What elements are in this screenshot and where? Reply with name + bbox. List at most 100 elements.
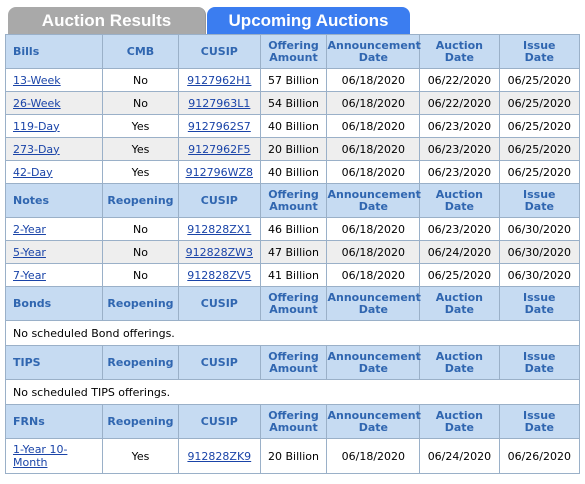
offering-amount-header: Offering Amount [259,34,328,69]
offering-amount-cell: 40 Billion [259,160,328,184]
auction-date-cell: 06/22/2020 [419,68,500,92]
flag-cell: Yes [101,114,180,138]
flag-cell: Yes [101,137,180,161]
cusip-link[interactable]: 912796WZ8 [185,165,254,179]
cusip-header: CUSIP [178,34,261,69]
issue-date-cell: 06/25/2020 [498,68,581,92]
cusip-link[interactable]: 912828ZX1 [187,222,252,236]
issue-date-cell: 06/25/2020 [498,160,581,184]
auction-date-cell: 06/23/2020 [419,137,500,161]
offering-amount-cell: 20 Billion [259,137,328,161]
offering-amount-cell: 40 Billion [259,114,328,138]
table-row: 5-Year No 912828ZW3 47 Billion 06/18/2020 06/… [5,240,581,264]
frns-section-title: FRNs [5,404,103,439]
bonds-section-title: Bonds [5,286,103,321]
term-cell: 2-Year [5,217,103,241]
announcement-date-cell: 06/18/2020 [326,217,421,241]
issue-date-cell: 06/25/2020 [498,114,581,138]
term-link[interactable]: 26-Week [13,96,61,110]
announcement-date-cell: 06/18/2020 [326,160,421,184]
tab-auction-results[interactable]: Auction Results [8,7,206,35]
offering-amount-header: Offering Amount [259,404,328,439]
offering-amount-header: Offering Amount [259,286,328,321]
offering-amount-cell: 41 Billion [259,263,328,287]
reopening-header: Reopening [101,404,180,439]
table-row: 26-Week No 9127963L1 54 Billion 06/18/2020 06… [5,91,581,115]
term-cell: 7-Year [5,263,103,287]
auction-date-cell: 06/22/2020 [419,91,500,115]
tips-header-row: TIPS Reopening CUSIP Offering Amount Anno… [5,345,581,380]
bonds-message-row: No scheduled Bond offerings. [5,320,580,346]
term-cell: 13-Week [5,68,103,92]
term-link[interactable]: 5-Year [13,245,46,259]
term-link[interactable]: 42-Day [13,165,53,179]
notes-body: 2-Year No 912828ZX1 46 Billion 06/18/2020 06/… [5,217,581,287]
table-row: 1-Year 10-Month Yes 912828ZK9 20 Billion 06/… [5,438,581,474]
auctions-table-container: Bills CMB CUSIP Offering Amount Announcem… [5,34,581,474]
offering-amount-cell: 46 Billion [259,217,328,241]
term-link[interactable]: 273-Day [13,142,60,156]
issue-date-header: Issue Date [498,404,581,439]
term-link[interactable]: 119-Day [13,119,60,133]
flag-cell: No [101,240,180,264]
term-cell: 42-Day [5,160,103,184]
notes-section-title: Notes [5,183,103,218]
cusip-link[interactable]: 9127962S7 [187,119,251,133]
notes-header-row: Notes Reopening CUSIP Offering Amount Ann… [5,183,581,218]
issue-date-cell: 06/25/2020 [498,137,581,161]
cusip-cell: 912796WZ8 [178,160,261,184]
auction-date-cell: 06/23/2020 [419,160,500,184]
table-row: 7-Year No 912828ZV5 41 Billion 06/18/2020 06/… [5,263,581,287]
term-link[interactable]: 7-Year [13,268,46,282]
auction-date-header: Auction Date [419,183,500,218]
cusip-link[interactable]: 912828ZK9 [187,449,252,463]
offering-amount-header: Offering Amount [259,345,328,380]
bills-body: 13-Week No 9127962H1 57 Billion 06/18/2020 06… [5,68,581,184]
term-cell: 119-Day [5,114,103,138]
tips-message: No scheduled TIPS offerings. [5,379,580,405]
cusip-link[interactable]: 9127962H1 [187,73,252,87]
cusip-cell: 912828ZV5 [178,263,261,287]
cusip-header: CUSIP [178,183,261,218]
cusip-link[interactable]: 9127962F5 [188,142,251,156]
announcement-date-header: Announcement Date [326,345,421,380]
reopening-header: Reopening [101,286,180,321]
frns-header-row: FRNs Reopening CUSIP Offering Amount Anno… [5,404,581,439]
term-link[interactable]: 2-Year [13,222,46,236]
issue-date-cell: 06/30/2020 [498,263,581,287]
cusip-link[interactable]: 9127963L1 [188,96,251,110]
flag-cell: Yes [101,438,180,474]
bills-header-row: Bills CMB CUSIP Offering Amount Announcem… [5,34,581,69]
offering-amount-cell: 20 Billion [259,438,328,474]
cusip-cell: 912828ZW3 [178,240,261,264]
cusip-link[interactable]: 912828ZW3 [185,245,254,259]
table-row: 119-Day Yes 9127962S7 40 Billion 06/18/2020 0… [5,114,581,138]
tab-bar: Auction Results Upcoming Auctions [0,0,585,35]
announcement-date-header: Announcement Date [326,286,421,321]
auction-date-cell: 06/24/2020 [419,240,500,264]
cusip-cell: 9127962F5 [178,137,261,161]
term-cell: 273-Day [5,137,103,161]
flag-cell: No [101,217,180,241]
flag-cell: No [101,91,180,115]
cusip-cell: 9127962H1 [178,68,261,92]
issue-date-header: Issue Date [498,34,581,69]
issue-date-cell: 06/30/2020 [498,240,581,264]
issue-date-header: Issue Date [498,345,581,380]
term-cell: 26-Week [5,91,103,115]
bonds-header-row: Bonds Reopening CUSIP Offering Amount Ann… [5,286,581,321]
term-link[interactable]: 1-Year 10-Month [13,443,68,469]
table-row: 273-Day Yes 9127962F5 20 Billion 06/18/2020 0… [5,137,581,161]
auction-date-cell: 06/25/2020 [419,263,500,287]
tips-section-title: TIPS [5,345,103,380]
bills-section-title: Bills [5,34,103,69]
announcement-date-cell: 06/18/2020 [326,438,421,474]
term-link[interactable]: 13-Week [13,73,61,87]
flag-cell: No [101,263,180,287]
announcement-date-header: Announcement Date [326,404,421,439]
cmb-header: CMB [101,34,180,69]
reopening-header: Reopening [101,183,180,218]
cusip-link[interactable]: 912828ZV5 [187,268,252,282]
bonds-message: No scheduled Bond offerings. [5,320,580,346]
tab-upcoming-auctions[interactable]: Upcoming Auctions [207,7,410,35]
